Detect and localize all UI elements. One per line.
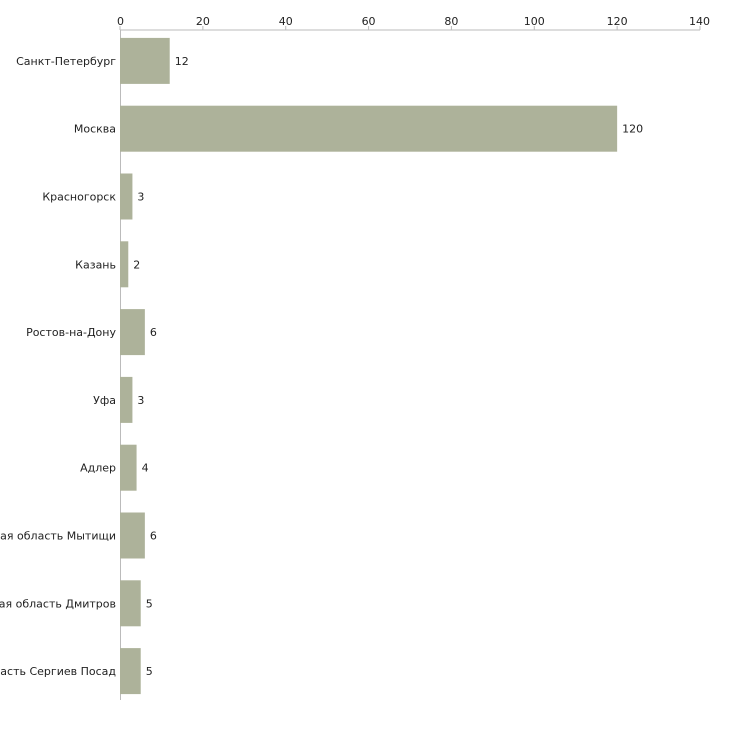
category-label: Московская область Мытищи [0,530,116,543]
x-tick-label: 80 [444,15,458,28]
data-label: 120 [622,123,643,136]
category-label: Красногорск [42,191,116,204]
data-label: 5 [146,665,153,678]
x-tick-label: 100 [524,15,545,28]
bar [120,580,141,627]
bar [120,173,133,220]
x-tick-label: 60 [362,15,376,28]
bar [120,648,141,695]
data-label: 2 [133,258,140,271]
data-label: 3 [137,191,144,204]
bar [120,37,170,84]
value-labels: 12 120 3 2 6 3 4 6 5 5 [133,55,643,678]
data-label: 3 [137,394,144,407]
data-label: 6 [150,530,157,543]
category-label: Московская область Дмитров [0,597,116,610]
x-tick-label: 40 [279,15,293,28]
data-label: 5 [146,597,153,610]
bar [120,376,133,423]
data-label: 6 [150,326,157,339]
bar [120,512,145,559]
data-label: 4 [142,462,149,475]
bar [120,309,145,356]
x-tick-label: 120 [607,15,628,28]
x-tick-label: 140 [689,15,710,28]
category-label: Казань [75,258,116,271]
category-label: Адлер [80,462,116,475]
category-label: Уфа [93,394,116,407]
data-label: 12 [175,55,189,68]
bars-group [120,37,618,695]
x-tick-label: 20 [196,15,210,28]
x-tick-label: 0 [117,15,124,28]
bar [120,444,137,491]
x-axis-ticks: 0 20 40 60 80 100 120 140 [117,15,710,30]
category-label: Санкт-Петербург [16,55,116,68]
bar [120,241,129,288]
category-label: Московская область Сергиев Посад [0,665,116,678]
category-label: Москва [74,123,116,136]
bar [120,105,618,152]
category-labels: Санкт-Петербург Москва Красногорск Казань Ро… [0,55,116,678]
category-label: Ростов-на-Дону [26,326,116,339]
